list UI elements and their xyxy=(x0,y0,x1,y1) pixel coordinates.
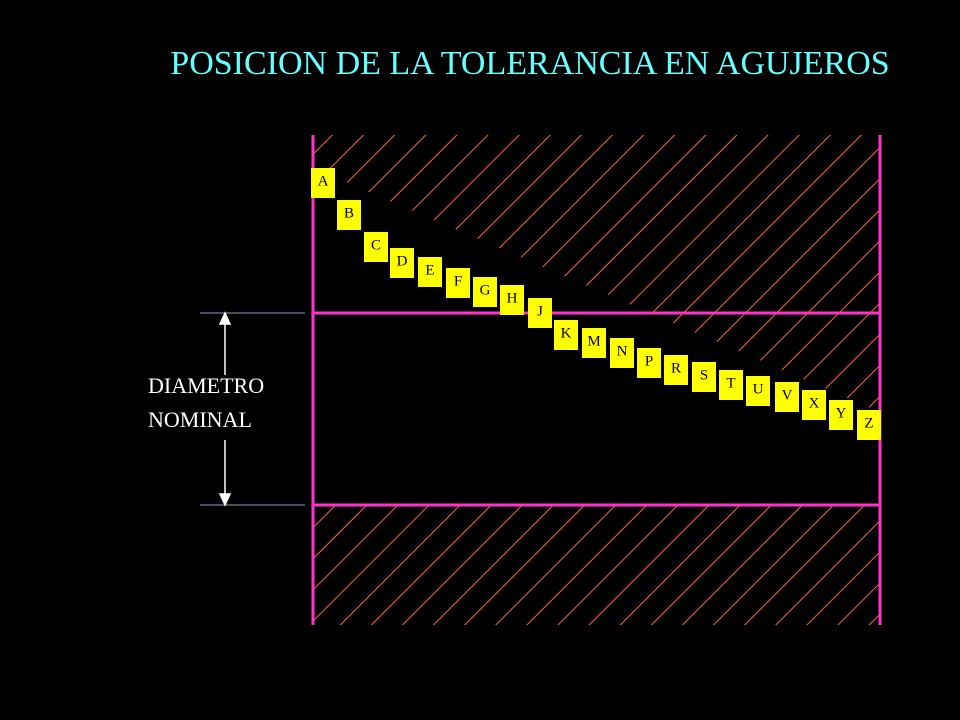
position-box xyxy=(311,168,335,198)
position-letter: K xyxy=(561,325,572,341)
position-letter: Z xyxy=(864,415,873,431)
position-letter: M xyxy=(587,333,600,349)
position-letter: S xyxy=(700,367,708,383)
position-letter: N xyxy=(617,343,628,359)
position-box xyxy=(554,320,578,350)
position-boxes: AB CD E F G H J K M N P R S T U V XY Z xyxy=(311,168,881,440)
dimension-arrows xyxy=(218,311,232,507)
position-box xyxy=(418,257,442,287)
position-letter: V xyxy=(782,387,793,403)
position-letter: G xyxy=(480,282,491,298)
position-letter: C xyxy=(371,237,381,253)
position-box xyxy=(692,362,716,392)
hatch-bottom xyxy=(313,505,880,625)
position-letter: Y xyxy=(836,405,847,421)
position-box xyxy=(664,355,688,385)
position-letter: B xyxy=(344,205,354,221)
dimension-lines xyxy=(200,312,305,506)
frame xyxy=(311,135,882,625)
position-box xyxy=(775,382,799,412)
position-box xyxy=(719,370,743,400)
position-box xyxy=(857,410,881,440)
position-box xyxy=(364,232,388,262)
position-box xyxy=(390,248,414,278)
position-box xyxy=(582,328,606,358)
position-letter: R xyxy=(671,360,681,376)
nominal-label: NOMINAL xyxy=(148,407,252,432)
hatch-top xyxy=(313,135,880,412)
position-letter: D xyxy=(397,253,408,269)
position-box xyxy=(610,338,634,368)
position-letter: P xyxy=(645,353,653,369)
position-box xyxy=(446,268,470,298)
position-letter: U xyxy=(753,381,764,397)
position-box xyxy=(746,376,770,406)
position-box xyxy=(500,285,524,315)
position-letter: J xyxy=(537,303,543,319)
position-letter: F xyxy=(454,273,462,289)
position-letter: H xyxy=(507,290,518,306)
nominal-label: DIAMETRO xyxy=(148,373,264,398)
position-box xyxy=(802,390,826,420)
title: POSICION DE LA TOLERANCIA EN AGUJEROS xyxy=(170,45,889,82)
position-box xyxy=(473,277,497,307)
position-box xyxy=(528,298,552,328)
position-box xyxy=(337,200,361,230)
position-letter: A xyxy=(318,173,329,189)
position-box xyxy=(829,400,853,430)
position-letter: X xyxy=(809,395,820,411)
position-letter: T xyxy=(726,375,735,391)
position-letter: E xyxy=(425,262,434,278)
position-box xyxy=(637,348,661,378)
